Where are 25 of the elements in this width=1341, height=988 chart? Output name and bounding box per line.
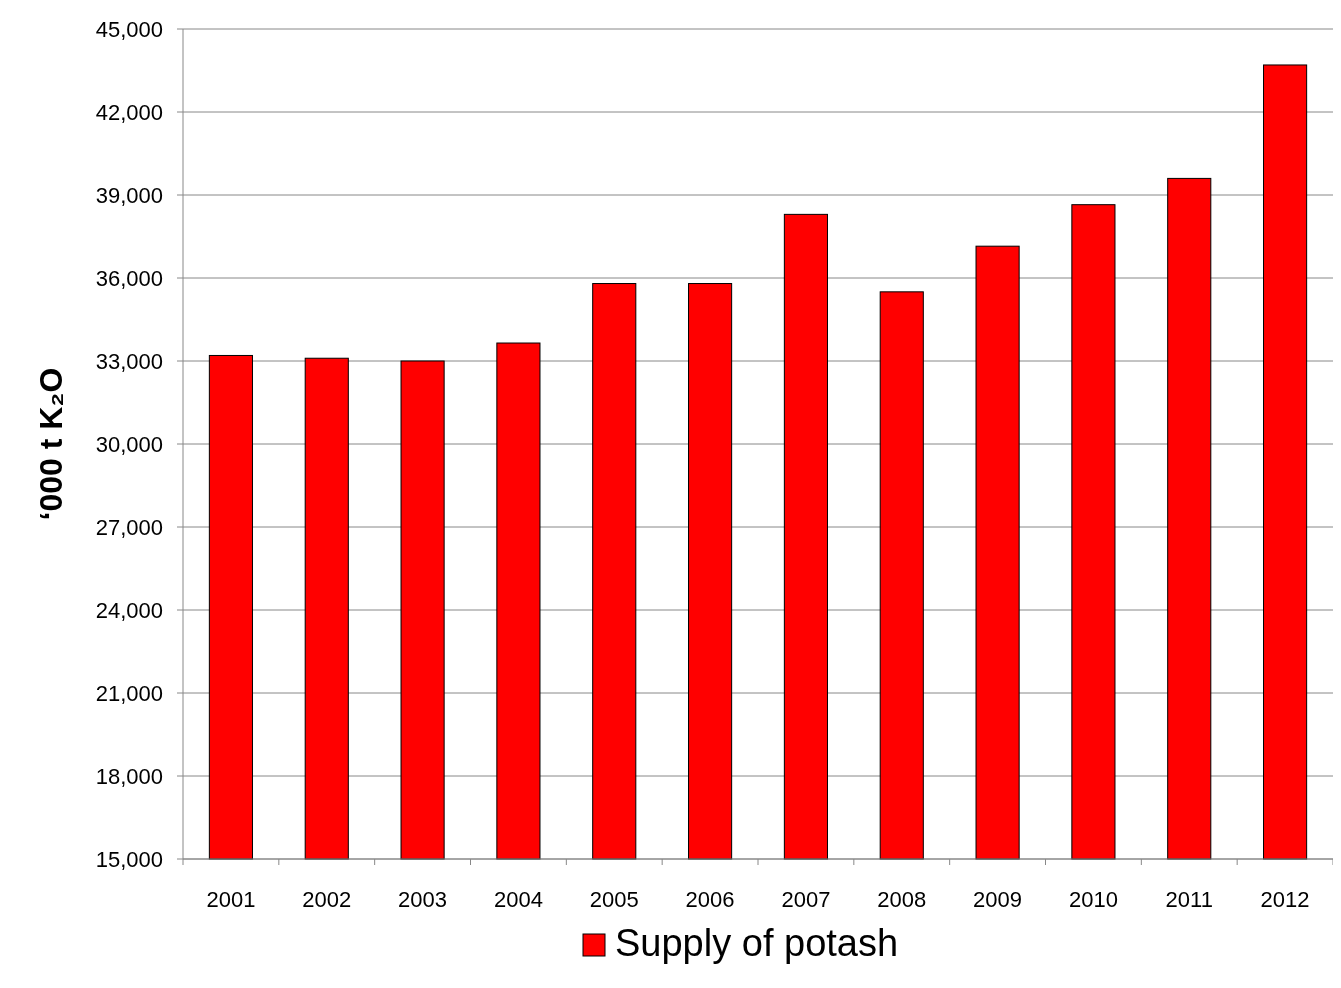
x-tick-label: 2010 <box>1068 887 1118 912</box>
y-tick-label: 24,000 <box>95 597 163 623</box>
x-tick-label: 2003 <box>398 887 448 912</box>
y-tick-label: 42,000 <box>95 99 163 125</box>
y-tick-label: 36,000 <box>95 265 163 291</box>
x-tick-label: 2008 <box>877 887 927 912</box>
x-tick-label: 2005 <box>589 887 639 912</box>
x-tick-label: 2012 <box>1260 887 1310 912</box>
x-tick-label: 2002 <box>302 887 352 912</box>
y-tick-label: 33,000 <box>95 348 163 374</box>
y-tick-label: 21,000 <box>95 680 163 706</box>
y-tick-label: 39,000 <box>95 182 163 208</box>
x-tick-label: 2011 <box>1165 887 1213 912</box>
y-tick-label: 30,000 <box>95 431 163 457</box>
x-tick-label: 2007 <box>781 887 831 912</box>
x-tick-label: 2009 <box>973 887 1023 912</box>
x-tick-label: 2001 <box>206 887 256 912</box>
y-tick-label: 15,000 <box>95 846 163 872</box>
x-tick-label: 2004 <box>493 887 543 912</box>
y-tick-label: 45,000 <box>95 16 163 42</box>
x-tick-label: 2006 <box>685 887 735 912</box>
legend-label: Supply of potash <box>615 922 899 964</box>
y-tick-label: 18,000 <box>95 763 163 789</box>
y-tick-label: 27,000 <box>95 514 163 540</box>
y-axis-title: ‘000 t K₂O <box>33 367 69 521</box>
